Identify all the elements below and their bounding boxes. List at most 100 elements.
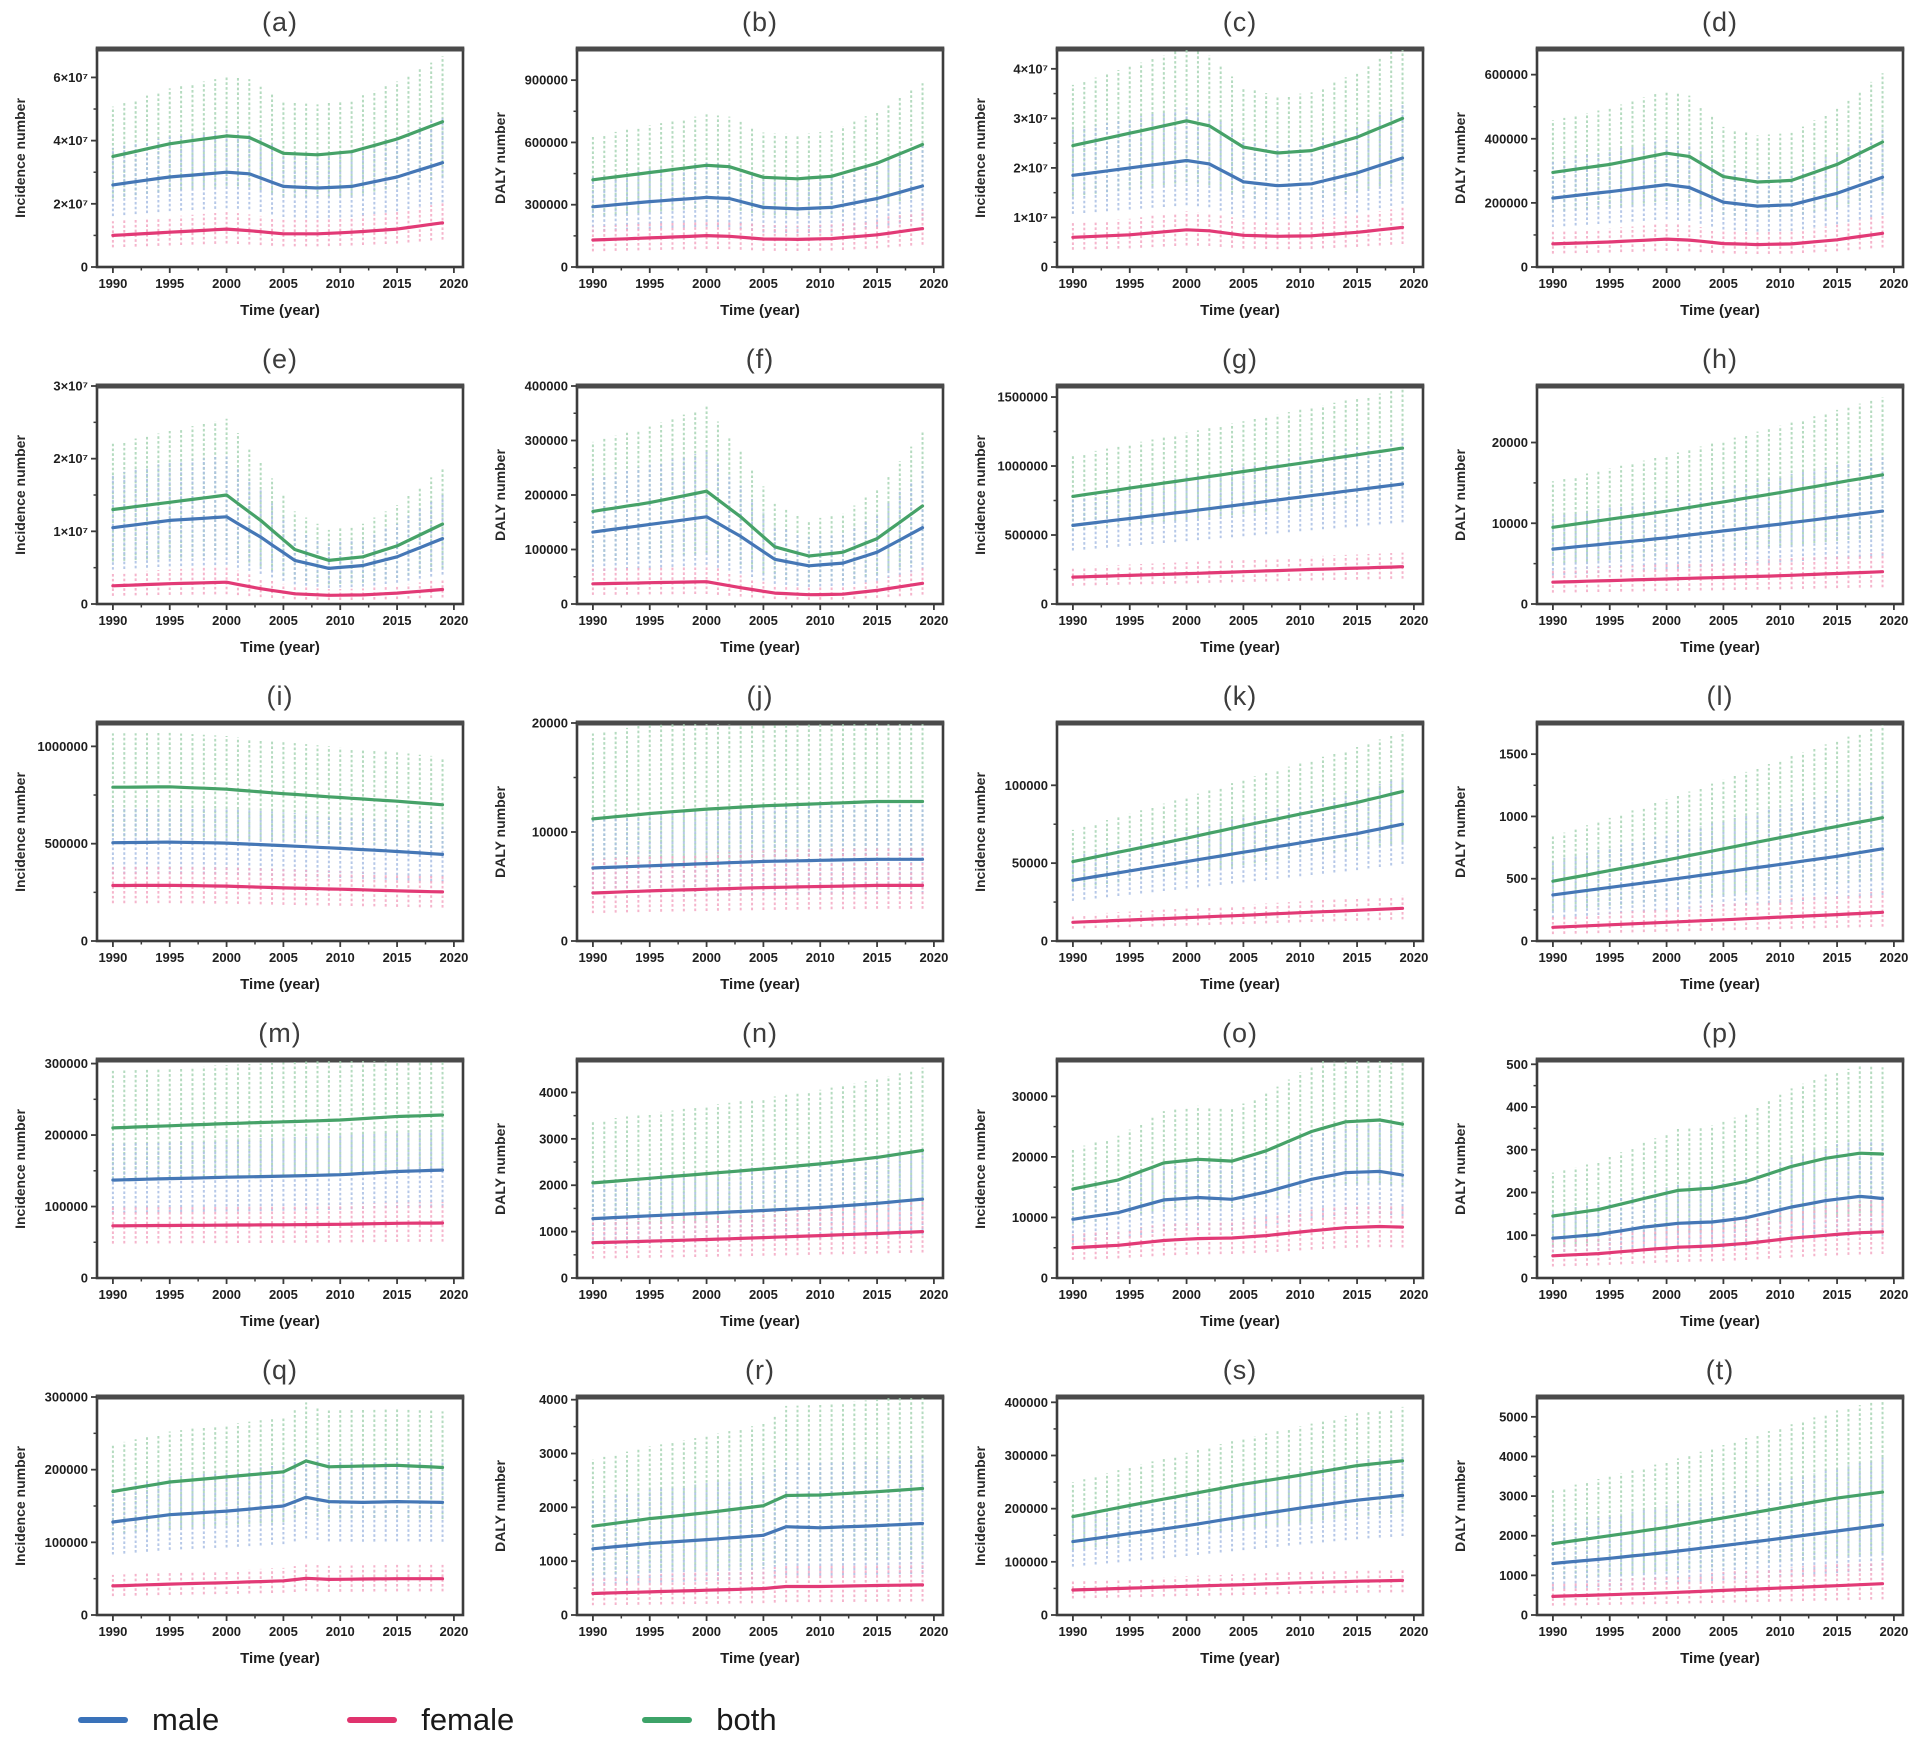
- panel-b: (b) 1990 1995 2000 2005 2010 2015 2020 Time (yea…: [480, 0, 960, 337]
- ci-bars-male: [1551, 1457, 1884, 1590]
- svg-text:4000: 4000: [539, 1392, 568, 1407]
- svg-text:2005: 2005: [269, 1287, 298, 1302]
- svg-text:2015: 2015: [1343, 276, 1372, 291]
- svg-text:3000: 3000: [539, 1446, 568, 1461]
- svg-text:0: 0: [1041, 260, 1048, 275]
- svg-text:2×10⁷: 2×10⁷: [53, 196, 88, 211]
- chart-s: 1990 1995 2000 2005 2010 2015 2020 Time (year) 0…: [972, 1394, 1428, 1667]
- svg-text:2015: 2015: [383, 1287, 412, 1302]
- svg-text:100000: 100000: [1005, 1554, 1048, 1569]
- legend-label-female: female: [421, 1702, 515, 1737]
- svg-text:2020: 2020: [1399, 1287, 1428, 1302]
- female-line: [111, 221, 445, 237]
- svg-text:1995: 1995: [1595, 1287, 1624, 1302]
- svg-text:2015: 2015: [383, 1624, 412, 1639]
- svg-text:1995: 1995: [1115, 1287, 1144, 1302]
- svg-text:2010: 2010: [806, 276, 835, 291]
- svg-text:2005: 2005: [1229, 613, 1258, 628]
- female-line: [1551, 1230, 1885, 1258]
- panel-label-h: (h): [1702, 344, 1738, 374]
- svg-text:4×10⁷: 4×10⁷: [1013, 61, 1048, 76]
- svg-text:0: 0: [81, 260, 88, 275]
- svg-text:2020: 2020: [1879, 950, 1908, 965]
- y-axis-label: DALY number: [1452, 449, 1468, 541]
- svg-text:1×10⁷: 1×10⁷: [1013, 210, 1048, 225]
- panel-e: (e) 1990 1995 2000 2005 2010 2015 2020 Time (yea…: [0, 337, 480, 674]
- svg-text:0: 0: [1041, 597, 1048, 612]
- x-axis-label: Time (year): [1680, 302, 1760, 319]
- male-line: [111, 840, 445, 856]
- both-line: [1551, 1151, 1885, 1218]
- svg-text:1000000: 1000000: [37, 739, 88, 754]
- male-line: [591, 1197, 925, 1221]
- y-axis-label: Incidence number: [972, 1446, 988, 1566]
- svg-text:500: 500: [1506, 1057, 1528, 1072]
- svg-text:20000: 20000: [532, 716, 568, 731]
- legend-item-female: female: [347, 1702, 514, 1738]
- svg-text:2010: 2010: [1766, 276, 1795, 291]
- svg-text:1995: 1995: [1595, 613, 1624, 628]
- svg-text:1990: 1990: [98, 613, 127, 628]
- female-line: [1071, 1578, 1405, 1592]
- x-axis: 1990 1995 2000 2005 2010 2015 2020 Time (year): [98, 604, 468, 656]
- svg-text:2020: 2020: [919, 950, 948, 965]
- y-axis-label: DALY number: [492, 112, 508, 204]
- x-axis: 1990 1995 2000 2005 2010 2015 2020 Time (year): [1538, 1278, 1908, 1330]
- panel-m: (m) 1990 1995 2000 2005 2010 2015 2020 Time (yea…: [0, 1011, 480, 1348]
- svg-text:400: 400: [1506, 1100, 1528, 1115]
- male-line: [1551, 1194, 1885, 1240]
- svg-text:2000: 2000: [692, 276, 721, 291]
- svg-text:2000: 2000: [1652, 276, 1681, 291]
- svg-text:2010: 2010: [1766, 613, 1795, 628]
- y-axis-label: Incidence number: [972, 435, 988, 555]
- svg-text:2015: 2015: [1343, 950, 1372, 965]
- svg-text:1995: 1995: [155, 276, 184, 291]
- svg-text:2000: 2000: [1172, 276, 1201, 291]
- ci-bars-female: [1551, 1560, 1884, 1606]
- chart-d: 1990 1995 2000 2005 2010 2015 2020 Time (year) 0…: [1452, 46, 1908, 319]
- both-line: [1551, 816, 1885, 883]
- panel-d: (d) 1990 1995 2000 2005 2010 2015 2020 Time (yea…: [1440, 0, 1920, 337]
- both-line: [591, 142, 925, 182]
- y-axis: 0 100000 200000 300000 Incidence number: [12, 1390, 97, 1623]
- female-line: [111, 580, 445, 597]
- svg-text:2000: 2000: [1652, 1287, 1681, 1302]
- x-axis-label: Time (year): [240, 976, 320, 993]
- svg-text:2005: 2005: [749, 950, 778, 965]
- svg-text:1995: 1995: [155, 1624, 184, 1639]
- ci-bars-female: [1551, 552, 1884, 593]
- y-axis: 0 1000 2000 3000 4000 DALY number: [492, 1392, 577, 1623]
- female-line: [1551, 910, 1885, 929]
- svg-text:4000: 4000: [1499, 1449, 1528, 1464]
- svg-text:300000: 300000: [525, 197, 568, 212]
- both-line: [1551, 1490, 1885, 1546]
- y-axis: 0 100000 200000 300000 Incidence number: [12, 1056, 97, 1286]
- chart-r: 1990 1995 2000 2005 2010 2015 2020 Time (year) 0…: [492, 1392, 948, 1667]
- svg-text:2005: 2005: [1709, 613, 1738, 628]
- chart-o: 1990 1995 2000 2005 2010 2015 2020 Time (year) 0…: [972, 1057, 1428, 1330]
- svg-text:2020: 2020: [919, 1287, 948, 1302]
- y-axis-label: Incidence number: [12, 1109, 28, 1229]
- svg-text:2015: 2015: [1343, 613, 1372, 628]
- svg-text:2010: 2010: [1286, 613, 1315, 628]
- svg-text:2020: 2020: [439, 1624, 468, 1639]
- both-line: [111, 785, 445, 807]
- plot-frame: [95, 384, 465, 606]
- male-line: [1551, 175, 1885, 208]
- svg-text:1990: 1990: [1538, 276, 1567, 291]
- male-line: [591, 184, 925, 211]
- svg-text:2020: 2020: [1879, 276, 1908, 291]
- svg-text:2005: 2005: [269, 613, 298, 628]
- y-axis-label: DALY number: [1452, 1123, 1468, 1215]
- svg-text:200: 200: [1506, 1185, 1528, 1200]
- svg-text:2000: 2000: [692, 613, 721, 628]
- svg-text:100000: 100000: [1005, 778, 1048, 793]
- x-axis: 1990 1995 2000 2005 2010 2015 2020 Time (year): [1058, 941, 1428, 993]
- ci-bars-both: [591, 724, 924, 871]
- x-axis-label: Time (year): [1680, 1313, 1760, 1330]
- x-axis: 1990 1995 2000 2005 2010 2015 2020 Time (year): [578, 941, 948, 993]
- svg-text:500000: 500000: [45, 836, 88, 851]
- svg-text:100000: 100000: [525, 542, 568, 557]
- svg-text:1995: 1995: [635, 1624, 664, 1639]
- panel-h: (h) 1990 1995 2000 2005 2010 2015 2020 Time (yea…: [1440, 337, 1920, 674]
